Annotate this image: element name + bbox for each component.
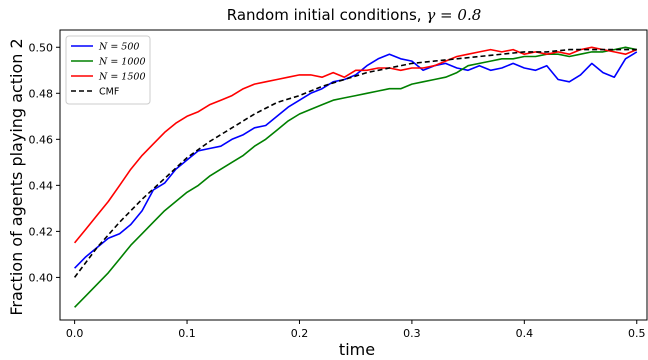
plot-area: 0.0 0.1 0.2 0.3 0.4 0.5 0.40 0.42 0.44 0.46 0.48 0.… bbox=[29, 29, 648, 340]
y-tick-label: 0.50 bbox=[29, 41, 54, 54]
y-axis-label: Fraction of agents playing action 2 bbox=[7, 38, 26, 315]
legend-box bbox=[65, 35, 151, 105]
legend-label-2: N = 1500 bbox=[98, 72, 146, 83]
series-line-1 bbox=[74, 46, 637, 308]
x-tick-label: 0.2 bbox=[291, 327, 309, 340]
chart-title-math: γ = 0.8 bbox=[426, 6, 481, 24]
x-tick-label: 0.1 bbox=[178, 327, 196, 340]
y-tick-label: 0.40 bbox=[29, 271, 54, 284]
x-tick-label: 0.0 bbox=[66, 327, 84, 340]
y-tick-label: 0.44 bbox=[29, 179, 54, 192]
legend-label-3: CMF bbox=[99, 87, 119, 98]
x-tick-label: 0.5 bbox=[628, 327, 646, 340]
y-tick-label: 0.42 bbox=[29, 225, 54, 238]
series-line-2 bbox=[73, 46, 638, 244]
x-tick-label: 0.3 bbox=[403, 327, 421, 340]
x-tick-label: 0.4 bbox=[516, 327, 534, 340]
plot-frame bbox=[59, 29, 648, 321]
chart-title-text: Random initial conditions, bbox=[227, 6, 427, 24]
x-axis-label: time bbox=[339, 340, 375, 359]
y-tick-label: 0.46 bbox=[29, 133, 54, 146]
series-line-3 bbox=[73, 48, 637, 278]
series-line-0 bbox=[74, 51, 638, 269]
chart-title: Random initial conditions, γ = 0.8 bbox=[227, 6, 482, 24]
legend-label-1: N = 1000 bbox=[98, 57, 146, 68]
y-tick-label: 0.48 bbox=[29, 87, 54, 100]
legend: N = 500 N = 1000 N = 1500 CMF bbox=[65, 35, 151, 105]
legend-label-0: N = 500 bbox=[98, 42, 139, 53]
